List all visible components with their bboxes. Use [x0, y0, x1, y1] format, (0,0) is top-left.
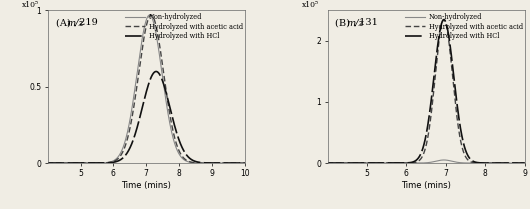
Text: 219: 219: [76, 18, 98, 27]
Legend: Non-hydrolyzed, Hydrolyzed with acetic acid, Hydrolyzed with HCl: Non-hydrolyzed, Hydrolyzed with acetic a…: [125, 12, 243, 41]
Legend: Non-hydrolyzed, Hydrolyzed with acetic acid, Hydrolyzed with HCl: Non-hydrolyzed, Hydrolyzed with acetic a…: [404, 12, 523, 41]
Text: m/z: m/z: [346, 18, 364, 27]
X-axis label: Time (mins): Time (mins): [121, 181, 171, 190]
X-axis label: Time (mins): Time (mins): [401, 181, 451, 190]
Text: (B): (B): [335, 18, 354, 27]
Text: x10⁵: x10⁵: [302, 1, 319, 9]
Text: x10⁵: x10⁵: [22, 1, 39, 9]
Text: m/z: m/z: [66, 18, 84, 27]
Text: 131: 131: [356, 18, 378, 27]
Text: (A): (A): [56, 18, 74, 27]
